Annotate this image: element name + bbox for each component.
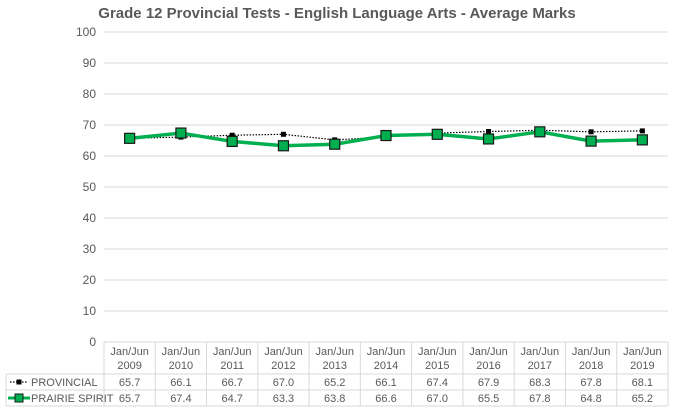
x-tick-label: Jan/Jun [623,346,662,358]
data-point-prairie-spirit [175,127,187,139]
data-point-prairie-spirit [482,133,495,145]
y-tick-label: 70 [83,118,97,132]
x-tick-label: Jan/Jun [367,346,406,358]
x-tick-label: Jan/Jun [418,346,457,358]
x-tick-label: 2009 [117,360,141,372]
data-table-value: 67.4 [170,393,191,405]
data-point-prairie-spirit [380,129,392,142]
data-point-prairie-spirit [636,134,648,146]
x-tick-label: Jan/Jun [264,346,303,358]
y-tick-label: 100 [76,25,96,39]
x-tick-label: 2010 [169,360,193,372]
data-point-provincial [280,131,286,137]
data-table-value: 66.1 [170,377,191,389]
x-tick-label: 2014 [374,360,398,372]
data-point-prairie-spirit [431,128,443,140]
data-table-value: 65.7 [119,393,140,405]
data-point-prairie-spirit [277,140,290,152]
data-point-prairie-spirit [534,126,546,138]
legend-key-marker-prairie-spirit [14,393,24,403]
x-tick-label: 2019 [630,360,654,372]
data-table-value: 63.3 [273,393,294,405]
y-tick-label: 90 [83,56,97,70]
data-point-prairie-spirit [585,135,597,147]
series-lines [124,126,648,152]
data-table-value: 65.7 [119,377,140,389]
gridlines [104,31,668,343]
x-tick-label: 2013 [322,360,346,372]
x-tick-label: Jan/Jun [110,346,149,358]
data-point-provincial [229,132,235,138]
data-table-value: 66.1 [375,377,396,389]
data-table-value: 63.8 [324,393,345,405]
data-table-value: 67.8 [529,393,550,405]
data-table-value: 67.0 [273,377,294,389]
data-table-value: 67.4 [427,377,448,389]
x-tick-label: Jan/Jun [572,346,611,358]
data-table-value: 67.0 [427,393,448,405]
data-table-value: 66.7 [221,377,242,389]
y-tick-label: 30 [83,242,97,256]
data-table-value: 64.7 [221,393,242,405]
data-table-value: 68.3 [529,377,550,389]
x-tick-label: Jan/Jun [315,346,354,358]
legend-key-marker-provincial [16,379,22,385]
y-tick-label: 20 [83,273,97,287]
x-tick-label: 2012 [271,360,295,372]
y-tick-label: 10 [83,304,97,318]
data-point-prairie-spirit [124,132,136,144]
y-tick-label: 0 [89,335,96,349]
data-point-provincial [639,128,645,134]
x-tick-label: Jan/Jun [469,346,508,358]
data-point-prairie-spirit [329,138,341,150]
y-tick-label: 50 [83,180,97,194]
data-table-value: 65.2 [324,377,345,389]
series-line-provincial [129,129,643,141]
data-point-prairie-spirit [226,135,238,148]
x-tick-label: 2017 [528,360,552,372]
y-axis-ticks: 0 10 20 30 40 50 60 70 80 90 100 [76,25,96,349]
data-table-value: 66.6 [375,393,396,405]
data-table-value: 67.9 [478,377,499,389]
data-table-value: 65.2 [632,393,653,405]
legend-label: PROVINCIAL [31,377,98,389]
x-tick-label: Jan/Jun [213,346,252,358]
data-table-value: 64.8 [580,393,601,405]
x-tick-label: 2011 [220,360,244,372]
x-tick-label: 2018 [579,360,603,372]
y-tick-label: 80 [83,87,97,101]
data-table-value: 65.5 [478,393,499,405]
x-tick-label: Jan/Jun [162,346,201,358]
data-table-value: 68.1 [632,377,653,389]
data-point-provincial [588,129,594,135]
data-point-provincial [486,129,492,135]
data-table-value: 67.8 [580,377,601,389]
chart-title: Grade 12 Provincial Tests - English Lang… [98,5,575,22]
data-table: Jan/Jun 2009 Jan/Jun 2010 Jan/Jun 2011 Jan/Jun… [5,342,669,407]
legend-label: PRAIRIE SPIRIT [31,393,114,405]
y-tick-label: 60 [83,149,97,163]
y-tick-label: 40 [83,211,97,225]
x-tick-label: 2015 [425,360,449,372]
x-tick-label: 2016 [476,360,500,372]
x-tick-label: Jan/Jun [521,346,560,358]
